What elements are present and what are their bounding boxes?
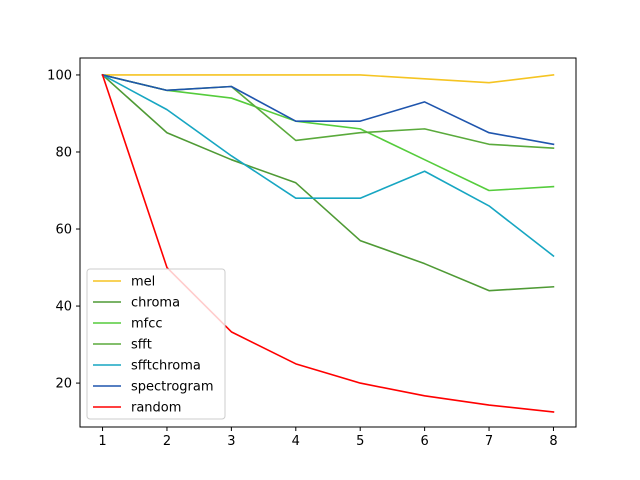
axes-frame	[79, 57, 577, 428]
y-tick-label-4: 100	[47, 68, 72, 83]
legend-label-sfftchroma: sfftchroma	[131, 359, 201, 374]
x-axis: 1 2 3 4 5 6 7 8	[98, 427, 558, 449]
series-line-mel	[101, 74, 555, 84]
legend-label-mfcc: mfcc	[131, 317, 163, 332]
x-tick-label-7: 8	[549, 434, 557, 449]
x-tick-label-0: 1	[98, 434, 106, 449]
series-line-sfftchroma	[101, 73, 555, 258]
series-line-chroma	[101, 73, 555, 292]
y-tick-label-3: 80	[55, 145, 72, 160]
legend: mel chroma mfcc sfft sfftchroma spectrogram ra…	[86, 268, 226, 420]
series-line-spectrogram	[101, 73, 555, 146]
x-tick-label-4: 5	[356, 434, 364, 449]
x-tick-label-1: 2	[163, 434, 171, 449]
legend-label-chroma: chroma	[131, 296, 180, 311]
x-tick-label-5: 6	[420, 434, 428, 449]
x-tick-label-6: 7	[485, 434, 493, 449]
x-tick-label-2: 3	[227, 434, 235, 449]
legend-label-mel: mel	[131, 275, 155, 290]
legend-label-sfft: sfft	[131, 338, 152, 353]
x-tick-label-3: 4	[292, 434, 300, 449]
y-tick-label-1: 40	[55, 300, 72, 315]
series-layer	[101, 73, 555, 413]
y-tick-label-2: 60	[55, 223, 72, 238]
legend-label-random: random	[131, 401, 181, 416]
y-axis: 20 40 60 80 100	[47, 68, 80, 392]
y-tick-label-0: 20	[55, 377, 72, 392]
legend-label-spectrogram: spectrogram	[131, 380, 214, 395]
series-line-mfcc	[101, 73, 555, 192]
legend-box	[86, 268, 226, 420]
